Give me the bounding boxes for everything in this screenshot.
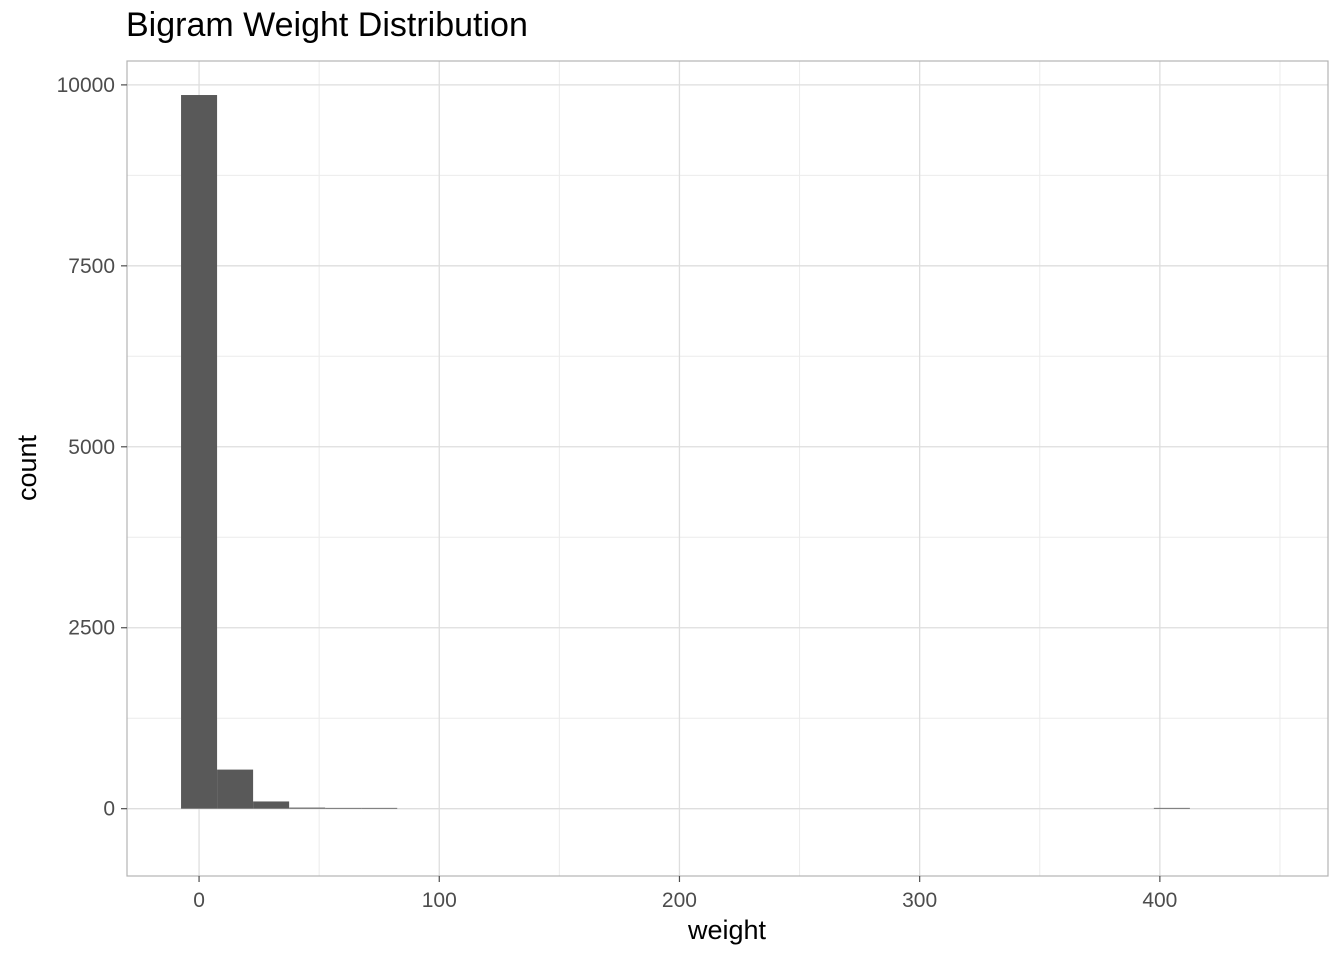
x-tick-label: 0 [193,889,205,912]
chart-title: Bigram Weight Distribution [126,6,528,44]
histogram-bar-2 [253,801,290,809]
histogram-bar-5 [361,807,398,809]
y-tick-label: 2500 [68,617,115,640]
y-tick-label: 5000 [68,436,115,459]
panel-border [126,60,1329,877]
grid-lines [127,61,1328,876]
y-axis-ticks: 0 2500 5000 7500 10000 [57,74,127,821]
y-tick-label: 7500 [68,255,115,278]
y-tick-label: 10000 [57,74,115,97]
x-axis-title: weight [687,915,767,945]
histogram-bars [181,95,1190,809]
x-tick-label: 100 [422,889,457,912]
x-tick-label: 400 [1142,889,1177,912]
histogram-bar-4 [325,807,362,809]
histogram-bar-3 [289,807,326,809]
histogram-bar-6 [1153,807,1190,809]
histogram-bar-1 [217,769,254,809]
y-tick-label: 0 [103,798,115,821]
x-tick-label: 300 [902,889,937,912]
x-tick-label: 200 [662,889,697,912]
y-axis-title: count [12,434,42,501]
x-axis-ticks: 0 100 200 300 400 [193,876,1177,912]
histogram-bar-0 [181,95,218,809]
